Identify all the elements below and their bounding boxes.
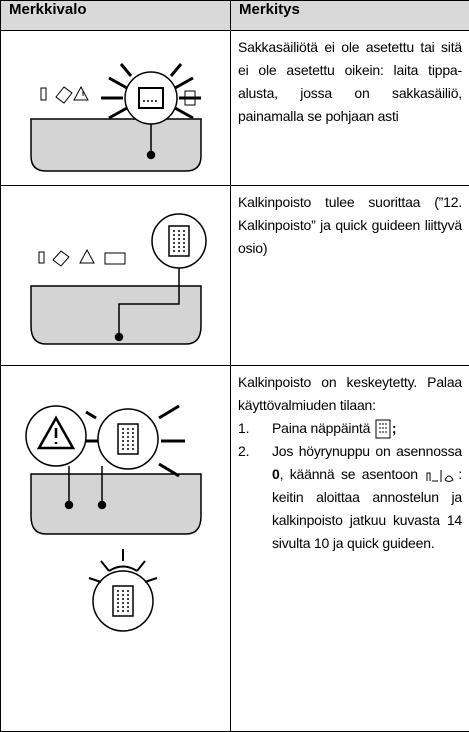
step-end: ; [392, 420, 396, 436]
meaning-text: Kalkinpoisto on keskeytetty. Palaa käytt… [238, 371, 462, 417]
header-cell: Merkitys [231, 1, 469, 31]
illustration-cell [1, 186, 231, 366]
step-text: Jos höyrynuppu on asennossa [272, 443, 462, 459]
step: 2. Jos höyrynuppu on asennossa 0, käännä… [238, 440, 462, 555]
step-bold: 0 [272, 466, 280, 482]
illustration [1, 186, 229, 364]
meaning-text: Kalkinpoisto tulee suorittaa (”12. Kalki… [231, 186, 469, 366]
meaning-text: Sakkasäiliötä ei ole asetettu tai sitä e… [231, 31, 469, 186]
illustration [1, 31, 229, 184]
illustration [1, 366, 229, 730]
step: 1. Paina näppäintä ; [238, 417, 462, 440]
meaning-cell: Kalkinpoisto on keskeytetty. Palaa käytt… [231, 366, 469, 732]
decalc-icon [374, 418, 392, 440]
illustration-cell [1, 31, 231, 186]
illustration-cell [1, 366, 231, 732]
step-number: 2. [238, 440, 272, 555]
step-number: 1. [238, 417, 272, 440]
steam-icon [424, 468, 458, 484]
steps-list: 1. Paina näppäintä ; 2. Jos höyrynuppu o… [238, 417, 462, 555]
step-text: Paina näppäintä [272, 420, 370, 436]
header-cell: Merkkivalo [1, 1, 231, 31]
step-text: , käännä se asentoon [280, 466, 418, 482]
